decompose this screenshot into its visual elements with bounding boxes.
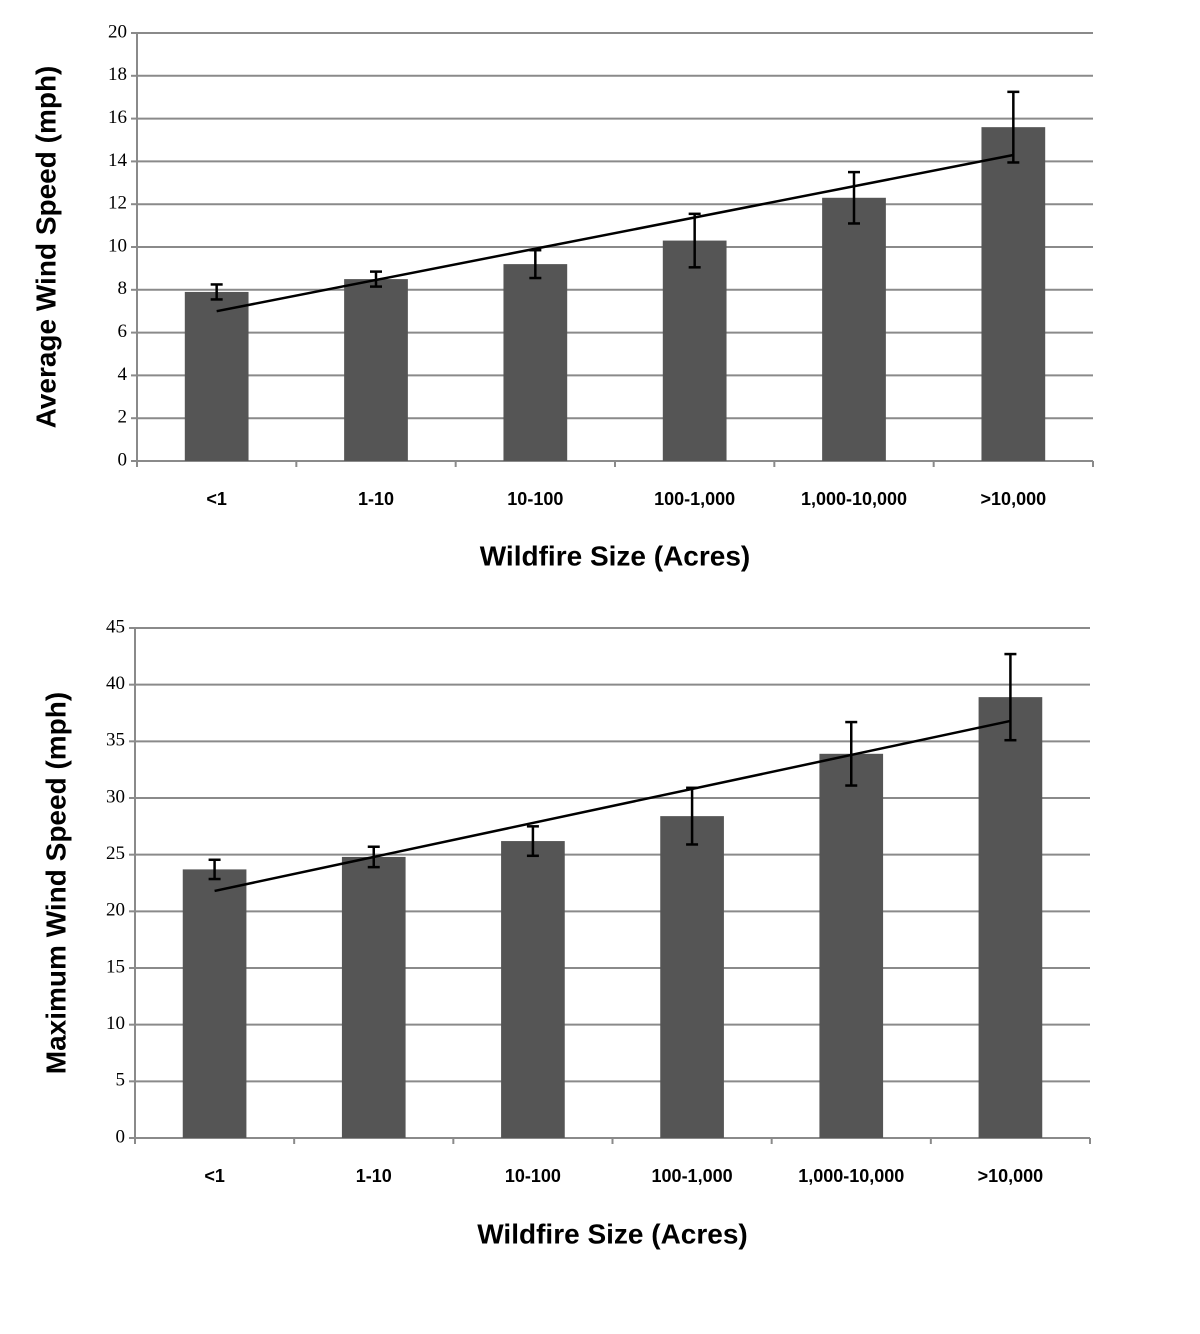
bar <box>819 753 884 1138</box>
y-tick-label: 18 <box>108 64 127 85</box>
bar <box>660 816 724 1138</box>
x-axis-title: Wildfire Size (Acres) <box>477 1218 747 1249</box>
y-axis-title: Average Wind Speed (mph) <box>30 66 61 429</box>
x-tick-label: 10-100 <box>507 489 563 509</box>
y-tick-label: 2 <box>118 407 128 428</box>
error-bar <box>526 825 539 858</box>
x-tick-label: 1,000-10,000 <box>801 489 907 509</box>
error-bar <box>688 212 701 269</box>
trendline <box>216 153 1014 313</box>
x-tick-label: 10-100 <box>505 1166 561 1186</box>
bar <box>981 127 1046 461</box>
y-tick-label: 20 <box>106 900 125 921</box>
x-tick-label: 100-1,000 <box>654 489 735 509</box>
bar <box>182 869 247 1138</box>
bar <box>662 240 727 461</box>
bar <box>503 264 568 461</box>
y-tick-label: 35 <box>106 730 125 751</box>
bar <box>344 279 408 461</box>
y-tick-label: 16 <box>108 107 127 128</box>
y-tick-label: 10 <box>108 235 127 256</box>
error-bar <box>1007 90 1020 164</box>
x-tick-label: >10,000 <box>978 1166 1044 1186</box>
error-bar <box>210 283 223 301</box>
y-tick-label: 20 <box>108 21 127 42</box>
y-axis-title: Maximum Wind Speed (mph) <box>40 692 71 1074</box>
y-tick-label: 8 <box>118 278 128 299</box>
y-tick-label: 12 <box>108 193 127 214</box>
y-tick-label: 30 <box>106 786 125 807</box>
y-tick-label: 15 <box>106 956 125 977</box>
error-bar <box>1004 652 1017 742</box>
y-tick-label: 0 <box>118 449 128 470</box>
y-tick-label: 0 <box>116 1126 126 1147</box>
y-tick-label: 40 <box>106 673 125 694</box>
bar <box>822 197 886 461</box>
y-tick-label: 25 <box>106 843 125 864</box>
y-tick-label: 4 <box>118 364 128 385</box>
x-tick-label: 1-10 <box>356 1166 392 1186</box>
bar <box>978 697 1043 1138</box>
x-tick-label: 1,000-10,000 <box>798 1166 904 1186</box>
y-tick-label: 5 <box>116 1070 126 1091</box>
error-bar <box>848 170 860 225</box>
trendline <box>214 719 1011 893</box>
x-tick-label: 100-1,000 <box>652 1166 733 1186</box>
bar <box>184 291 249 461</box>
x-tick-label: <1 <box>206 489 227 509</box>
y-tick-label: 45 <box>106 616 125 637</box>
y-tick-label: 14 <box>108 150 128 171</box>
x-tick-label: 1-10 <box>358 489 394 509</box>
x-tick-label: >10,000 <box>981 489 1047 509</box>
x-tick-label: <1 <box>204 1166 225 1186</box>
bar <box>501 841 565 1138</box>
y-tick-label: 10 <box>106 1013 125 1034</box>
y-tick-label: 6 <box>118 321 128 342</box>
x-axis-title: Wildfire Size (Acres) <box>480 540 750 571</box>
error-bar <box>208 858 221 881</box>
bar <box>341 856 406 1138</box>
